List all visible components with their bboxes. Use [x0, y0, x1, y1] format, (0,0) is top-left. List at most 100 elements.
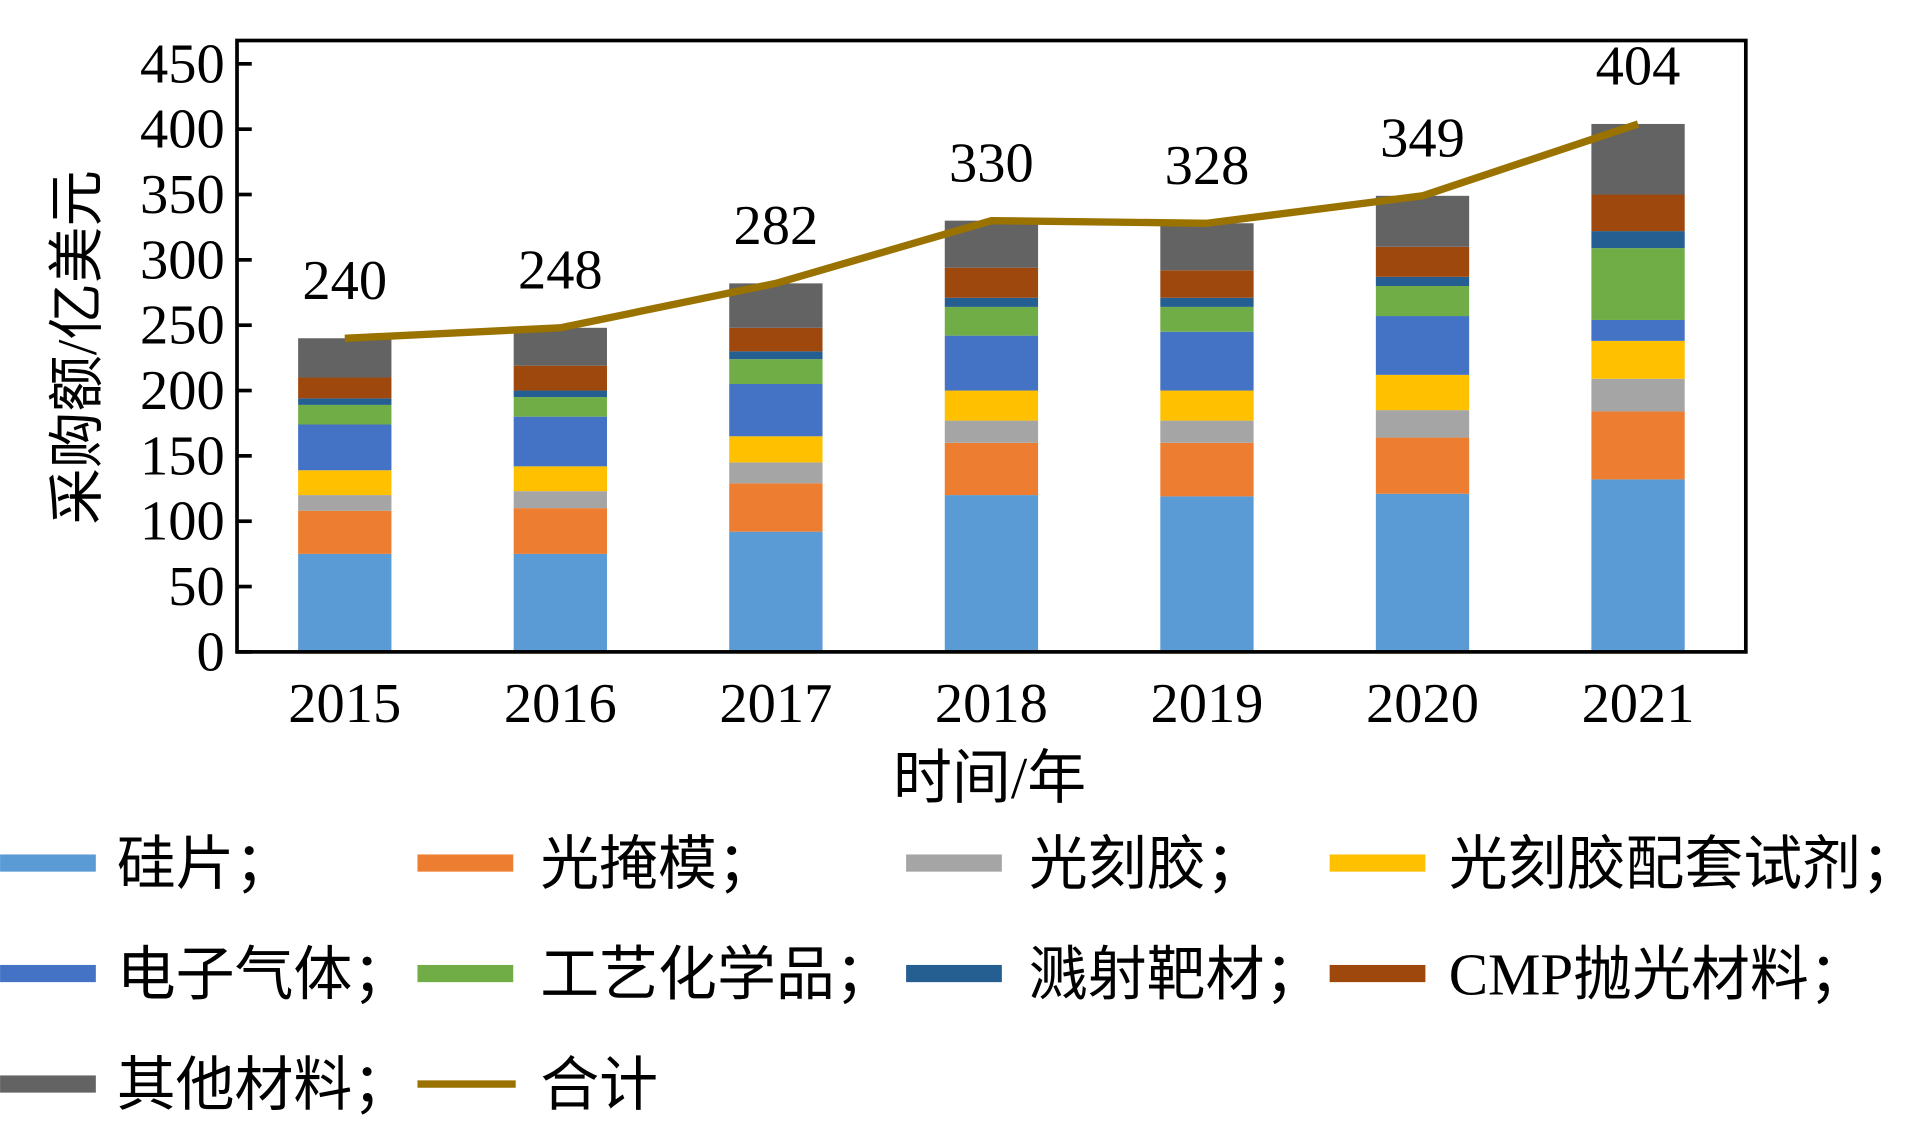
bar-segment-2016-0: [513, 553, 607, 652]
bar-segment-2018-4: [944, 335, 1039, 391]
bar-segment-2020-1: [1375, 437, 1470, 494]
legend-label: CMP抛光材料；: [1449, 941, 1868, 1007]
bar-segment-2015-0: [298, 553, 392, 652]
bar-segment-2015-6: [298, 398, 392, 405]
legend-item: 其他材料；: [0, 1052, 411, 1118]
legend-swatch: [417, 964, 514, 983]
bar-segment-2021-1: [1591, 411, 1685, 480]
y-tick-label: 200: [140, 360, 225, 422]
legend-label: 合计: [540, 1052, 658, 1118]
bar-segment-2015-2: [298, 495, 392, 511]
bar-segment-2015-1: [298, 510, 392, 554]
x-tick-label-2020: 2020: [1366, 673, 1479, 735]
x-tick-label-2018: 2018: [935, 673, 1048, 735]
bar-segment-2019-3: [1160, 390, 1254, 421]
bar-segment-2020-7: [1375, 246, 1470, 277]
bar-segment-2019-2: [1160, 420, 1254, 443]
bar-segment-2016-1: [513, 508, 607, 554]
y-tick-label: 50: [168, 556, 224, 618]
x-tick-label-2016: 2016: [504, 673, 617, 735]
data-label-2019: 328: [1165, 135, 1250, 197]
legend-swatch: [0, 964, 96, 983]
bar-segment-2016-2: [513, 491, 607, 509]
legend-swatch: [906, 964, 1002, 983]
data-label-2018: 330: [949, 132, 1034, 194]
bar-segment-2019-0: [1160, 496, 1254, 652]
y-tick-label: 0: [197, 621, 225, 683]
y-axis-title: 采购额/亿美元: [47, 170, 109, 525]
bar-segment-2018-2: [944, 420, 1039, 443]
x-tick-label-2017: 2017: [719, 673, 832, 735]
legend-swatch: [1329, 854, 1426, 872]
legend-label: 硅片；: [117, 831, 294, 897]
y-tick-label: 450: [140, 33, 225, 95]
plot-frame: [235, 38, 1748, 654]
bar-segment-2021-7: [1591, 194, 1685, 232]
bar-segment-2019-5: [1160, 306, 1254, 332]
data-label-2015: 240: [302, 250, 387, 312]
legend-item: 硅片；: [0, 831, 293, 897]
bar-segment-2015-7: [298, 377, 392, 399]
legend-swatch: [0, 854, 96, 872]
y-tick-label: 150: [140, 425, 225, 487]
legend-item: CMP抛光材料；: [1329, 941, 1868, 1007]
bar-segment-2016-3: [513, 466, 607, 492]
bar-segment-2019-7: [1160, 270, 1254, 298]
bar-segment-2017-2: [729, 462, 823, 484]
x-tick-label-2019: 2019: [1150, 673, 1263, 735]
legend-item: 工艺化学品；: [417, 941, 894, 1007]
y-tick-label: 300: [140, 229, 225, 291]
bar-segment-2015-5: [298, 404, 392, 425]
bar-segment-2015-4: [298, 424, 392, 471]
x-tick-label-2021: 2021: [1582, 673, 1695, 735]
legend-item: 电子气体；: [0, 941, 411, 1007]
legend-label: 溅射靶材；: [1029, 941, 1324, 1007]
y-tick-label: 400: [140, 99, 225, 161]
bar-segment-2019-8: [1160, 223, 1254, 271]
data-labels: 240 248 282 330 328 349 404: [302, 36, 1680, 312]
bar-segment-2020-6: [1375, 276, 1470, 286]
legend-swatch: [0, 1075, 96, 1093]
bar-segment-2020-5: [1375, 285, 1470, 317]
bar-segment-2021-2: [1591, 378, 1685, 412]
legend-item: 溅射靶材；: [906, 941, 1323, 1007]
bar-segment-2018-1: [944, 442, 1039, 496]
bar-segment-2019-6: [1160, 297, 1254, 307]
bar-segment-2019-1: [1160, 442, 1254, 497]
bar-segment-2020-0: [1375, 493, 1470, 652]
bar-segment-2017-0: [729, 531, 823, 652]
bar-segment-2020-2: [1375, 410, 1470, 438]
bar-segment-2016-7: [513, 365, 607, 391]
bar-segment-2021-3: [1591, 340, 1685, 379]
legend-label: 光刻胶配套试剂；: [1449, 831, 1919, 897]
y-tick-label: 250: [140, 295, 225, 357]
bar-segment-2021-4: [1591, 319, 1685, 341]
bar-segment-2017-1: [729, 483, 823, 532]
bar-segment-2021-5: [1591, 248, 1685, 320]
legend-item: 光刻胶；: [906, 831, 1265, 897]
bar-segment-2017-5: [729, 359, 823, 385]
legend-label: 工艺化学品；: [540, 941, 893, 1007]
bar-segment-2017-7: [729, 327, 823, 352]
data-label-2020: 349: [1380, 108, 1465, 170]
legend-item: 合计: [417, 1052, 658, 1118]
total-line: [344, 120, 1640, 342]
legend-label: 电子气体；: [117, 941, 412, 1007]
x-axis-title: 时间/年: [893, 745, 1086, 811]
bar-segment-2020-4: [1375, 316, 1470, 375]
bar-segment-2016-4: [513, 416, 607, 467]
bar-segment-2018-6: [944, 297, 1039, 307]
bar-segment-2016-5: [513, 397, 607, 417]
bar-segment-2017-6: [729, 351, 823, 360]
bar-segment-2016-6: [513, 390, 607, 398]
y-tick-label: 350: [140, 164, 225, 226]
x-axis: 2015 2016 2017 2018 2019 2020 2021: [288, 673, 1694, 735]
bar-segment-2016-8: [513, 327, 607, 366]
bar-segment-2021-6: [1591, 231, 1685, 249]
bar-segment-2017-4: [729, 384, 823, 437]
bar-segment-2018-3: [944, 390, 1039, 421]
bar-segment-2018-0: [944, 495, 1039, 652]
bar-segment-2018-7: [944, 267, 1039, 298]
